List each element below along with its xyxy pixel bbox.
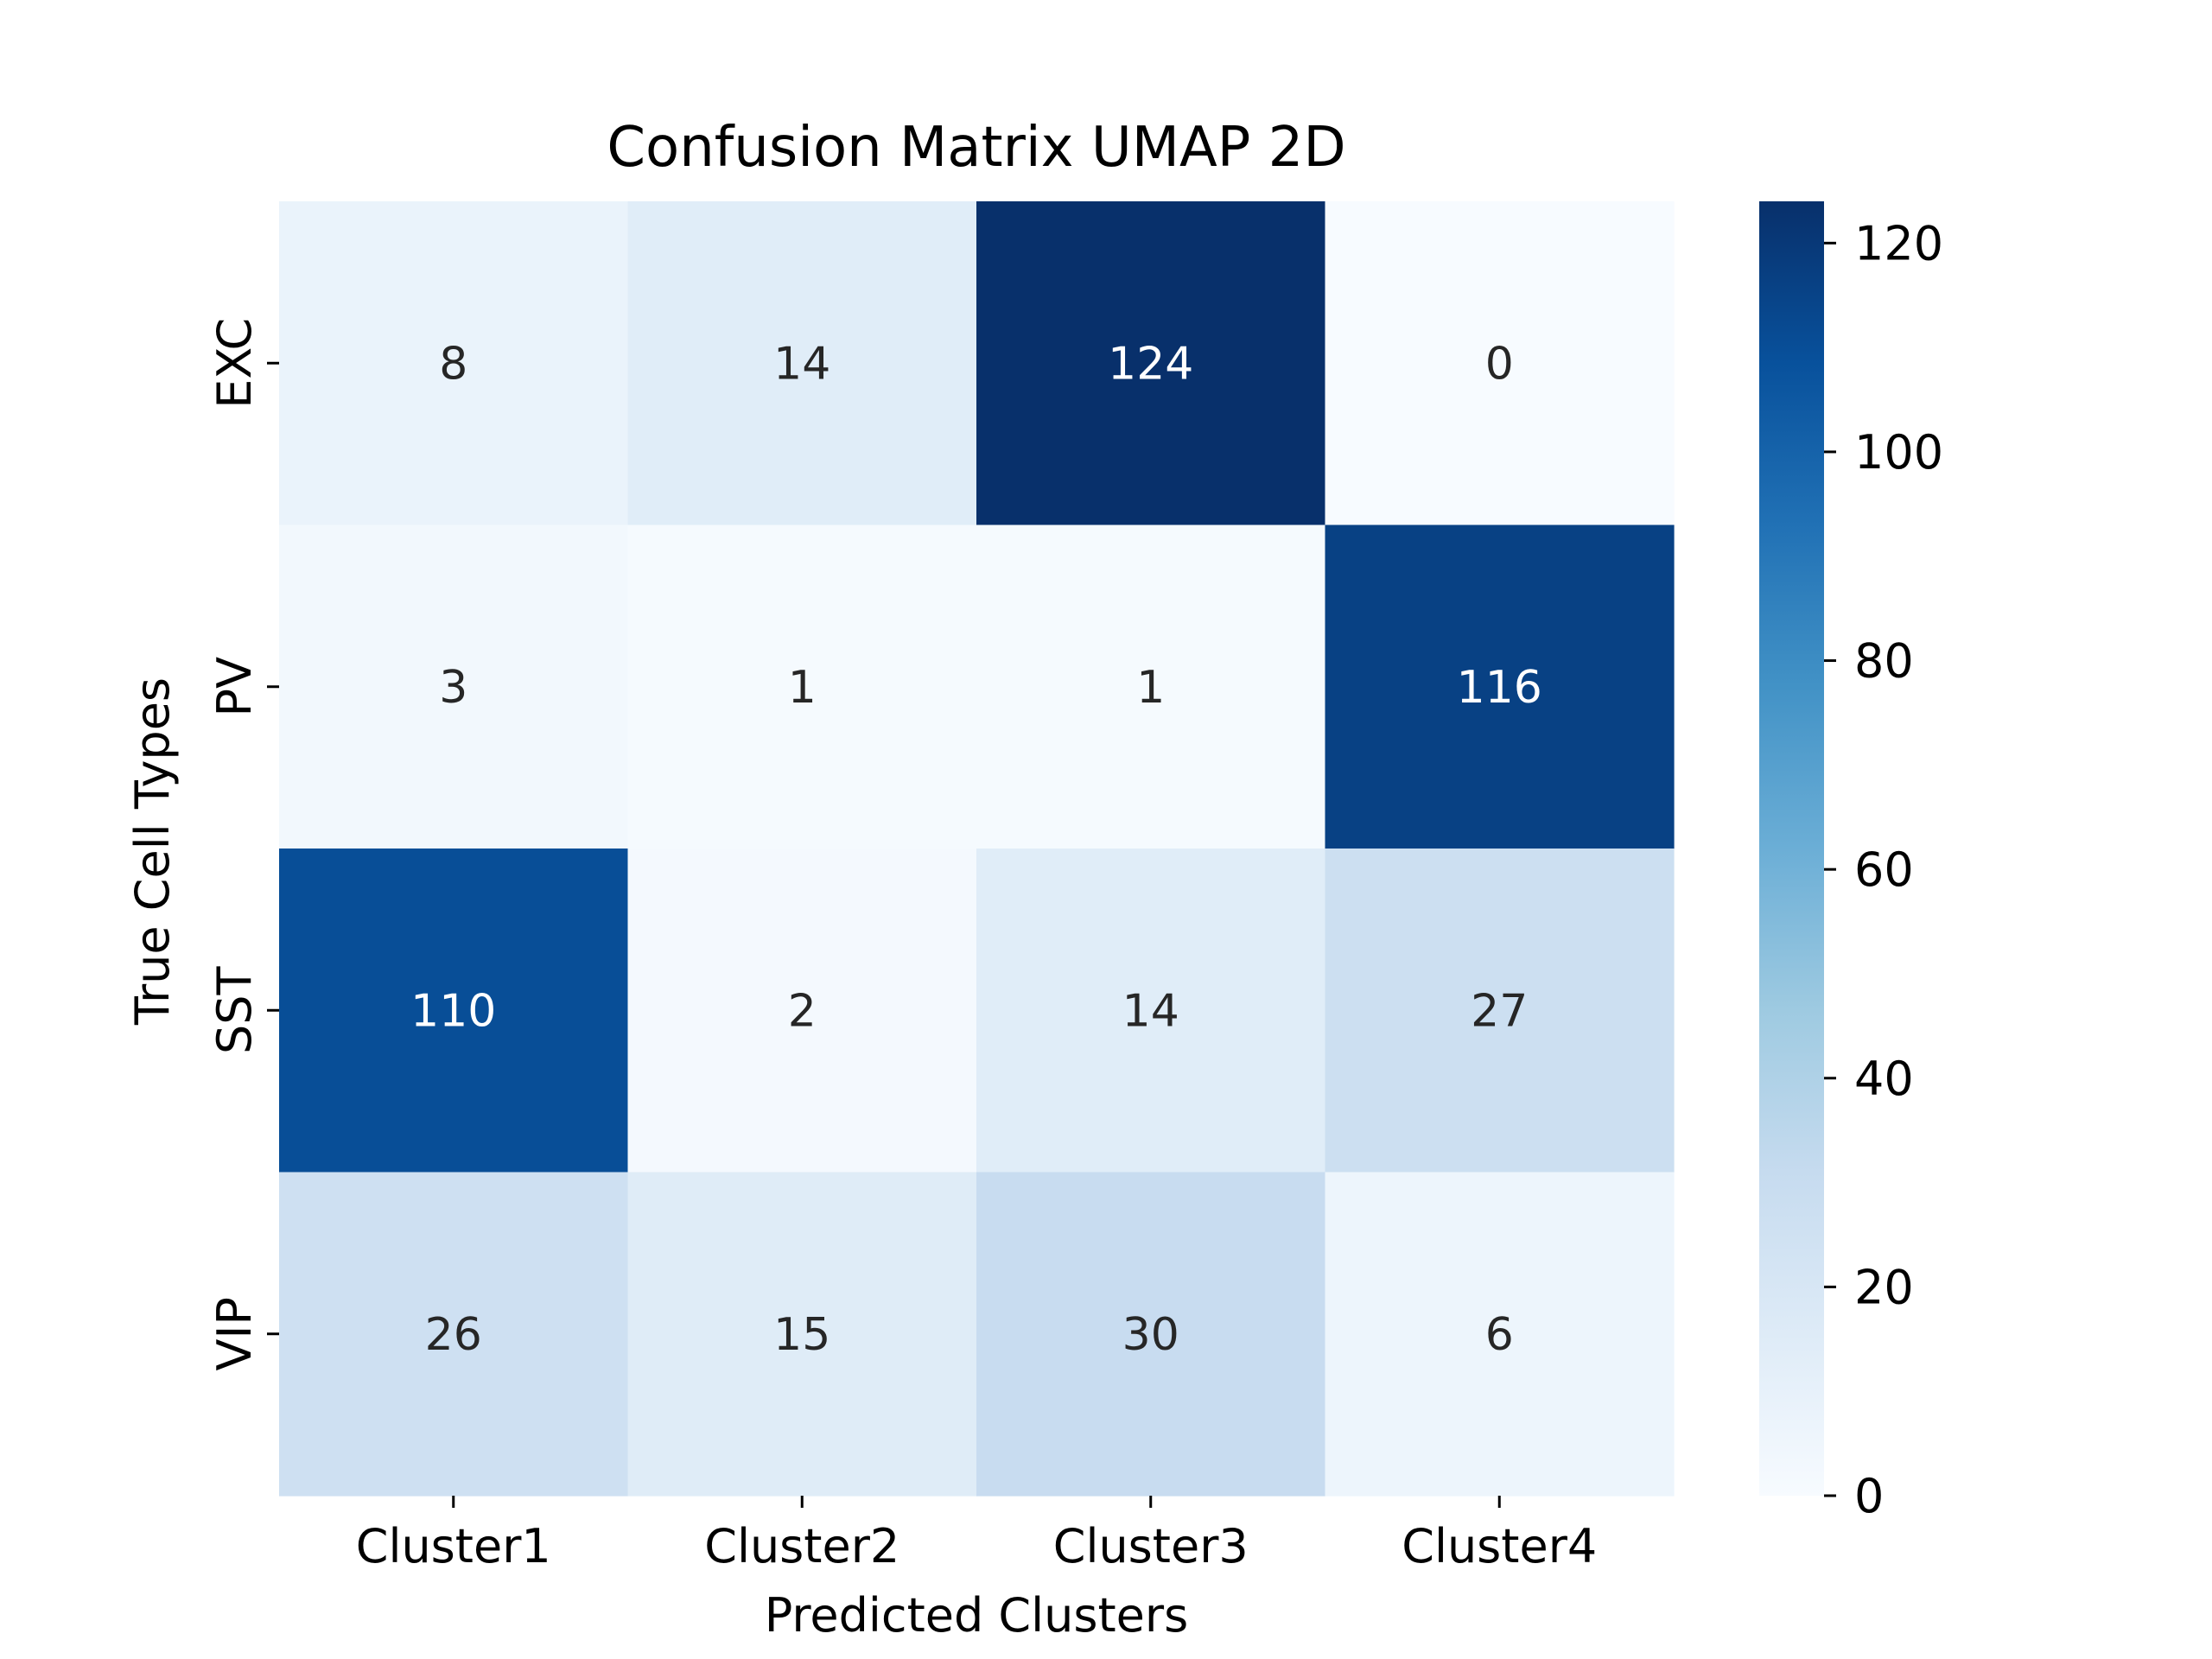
colorbar-tick-label: 80 [1854, 634, 1914, 689]
cell-value-label: 6 [1485, 1309, 1514, 1361]
heatmap-cell-SST-Cluster4 [1325, 849, 1675, 1173]
x-axis: Cluster1 Cluster2 Cluster3 Cluster4 [356, 1496, 1597, 1573]
colorbar-tick-label: 0 [1854, 1469, 1884, 1523]
heatmap-cell-EXC-Cluster3 [976, 201, 1326, 526]
y-tick-label: EXC [207, 318, 262, 409]
heatmap-cell-PV-Cluster3 [976, 524, 1326, 849]
heatmap-cell-SST-Cluster1 [279, 849, 629, 1173]
cell-value-label: 1 [788, 662, 817, 714]
cell-value-label: 8 [439, 338, 467, 390]
cell-value-label: 26 [425, 1309, 482, 1361]
cell-value-label: 14 [1122, 985, 1179, 1037]
cell-value-label: 30 [1122, 1309, 1179, 1361]
colorbar-tick-label: 100 [1854, 425, 1943, 480]
heatmap-cell-EXC-Cluster1 [279, 201, 629, 526]
heatmap-cell-PV-Cluster2 [627, 524, 977, 849]
colorbar-tick-label: 20 [1854, 1260, 1914, 1314]
heatmap-cell-EXC-Cluster4 [1325, 201, 1675, 526]
colorbar-tick-label: 40 [1854, 1052, 1914, 1106]
heatmap-cell-VIP-Cluster2 [627, 1172, 977, 1497]
y-tick-label: PV [207, 657, 262, 717]
heatmap-cell-VIP-Cluster1 [279, 1172, 629, 1497]
chart-title: Confusion Matrix UMAP 2D [607, 116, 1345, 180]
cell-value-label: 124 [1108, 338, 1193, 390]
heatmap-cell-PV-Cluster4 [1325, 524, 1675, 849]
cell-value-label: 27 [1471, 985, 1528, 1037]
colorbar: 0 20 40 60 80 100 120 [1759, 201, 1943, 1523]
x-tick-label: Cluster2 [704, 1519, 899, 1573]
cell-value-label: 14 [773, 338, 830, 390]
cell-value-label: 110 [410, 985, 496, 1037]
heatmap-cell-VIP-Cluster4 [1325, 1172, 1675, 1497]
cell-value-label: 0 [1485, 338, 1514, 390]
cell-value-label: 1 [1136, 662, 1165, 714]
y-tick-label: SST [207, 965, 262, 1054]
heatmap-cell-EXC-Cluster2 [627, 201, 977, 526]
x-tick-label: Cluster1 [356, 1519, 551, 1573]
x-tick-label: Cluster3 [1053, 1519, 1249, 1573]
x-axis-label: Predicted Clusters [765, 1588, 1188, 1643]
colorbar-gradient [1759, 201, 1824, 1496]
heatmap-cell-PV-Cluster1 [279, 524, 629, 849]
cell-value-label: 15 [773, 1309, 830, 1361]
heatmap-cells [279, 201, 1675, 1497]
colorbar-tick-label: 120 [1854, 216, 1943, 270]
y-tick-label: VIP [207, 1297, 262, 1370]
cell-value-label: 2 [788, 985, 817, 1037]
y-axis-label: True Cell Types [125, 677, 180, 1026]
y-axis: EXC PV SST VIP [207, 318, 279, 1370]
cell-value-label: 116 [1457, 662, 1542, 714]
heatmap-cell-SST-Cluster2 [627, 849, 977, 1173]
cell-value-label: 3 [439, 662, 467, 714]
heatmap-value-labels: 8 14 124 0 3 1 1 116 110 2 14 27 26 15 30 6 [410, 338, 1542, 1361]
heatmap-cell-VIP-Cluster3 [976, 1172, 1326, 1497]
heatmap-cell-SST-Cluster3 [976, 849, 1326, 1173]
colorbar-tick-label: 60 [1854, 842, 1914, 897]
x-tick-label: Cluster4 [1402, 1519, 1597, 1573]
